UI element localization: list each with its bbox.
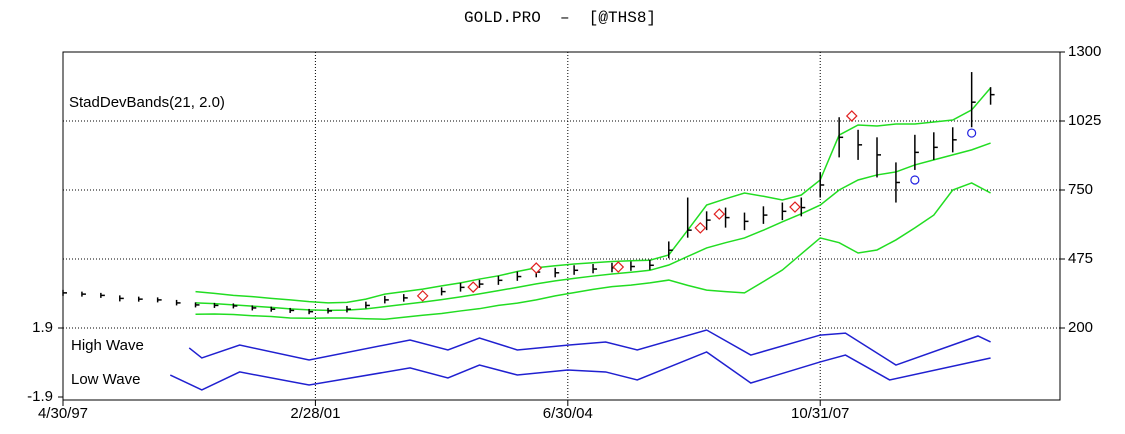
y-tick-label: -1.9 [27, 388, 53, 405]
signal-diamond [416, 290, 429, 302]
band-lower [195, 182, 991, 320]
signal-diamond [467, 281, 480, 293]
band-upper [195, 87, 992, 304]
legend-label: High Wave [71, 337, 144, 354]
signal-diamond [530, 262, 543, 274]
signal-circle [967, 128, 977, 138]
y-tick-label: 1300 [1068, 43, 1101, 60]
signal-diamond [612, 261, 625, 273]
x-tick-label: 10/31/07 [791, 405, 849, 422]
wave-line [169, 351, 991, 391]
signal-diamond [713, 208, 726, 220]
y-tick-label: 1025 [1068, 112, 1101, 129]
y-tick-label: 750 [1068, 181, 1093, 198]
signal-circle [910, 175, 920, 185]
chart-title: GOLD.PRO – [@THS8] [464, 9, 656, 27]
y-tick-label: 475 [1068, 250, 1093, 267]
x-tick-label: 4/30/97 [38, 405, 88, 422]
y-tick-label: 1.9 [32, 319, 53, 336]
wave-line [188, 329, 991, 366]
signal-diamond [694, 222, 707, 234]
plot-frame [62, 51, 1061, 401]
signal-diamond [845, 110, 858, 122]
legend-label: Low Wave [71, 371, 140, 388]
band-label: StadDevBands(21, 2.0) [69, 94, 225, 111]
x-tick-label: 2/28/01 [290, 405, 340, 422]
x-tick-label: 6/30/04 [543, 405, 593, 422]
signal-diamond [789, 201, 801, 213]
band-middle [195, 142, 991, 312]
y-tick-label: 200 [1068, 319, 1093, 336]
